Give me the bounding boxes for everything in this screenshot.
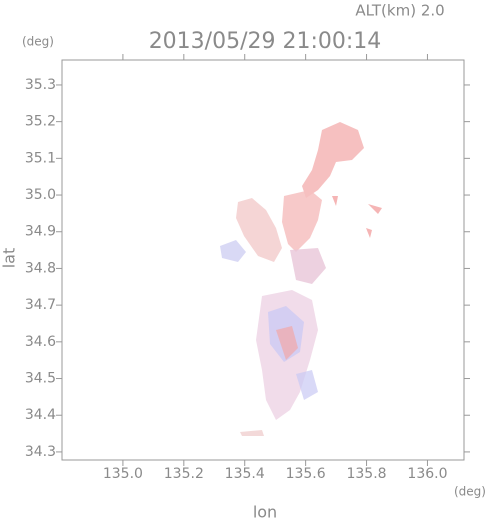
y-tick-label: 35.0	[25, 187, 56, 203]
chart-title: 2013/05/29 21:00:14	[149, 29, 382, 54]
y-tick-label: 34.5	[25, 371, 56, 387]
radar-echo	[220, 122, 382, 436]
x-axis-label: lon	[253, 503, 277, 521]
altitude-label: ALT(km) 2.0	[355, 2, 444, 20]
y-tick-label: 34.7	[25, 297, 56, 313]
x-tick-label: 135.0	[103, 466, 143, 482]
y-tick-label: 34.3	[25, 444, 56, 460]
y-tick-label: 35.1	[25, 150, 56, 166]
y-unit: (deg)	[22, 35, 54, 49]
y-axis-label: lat	[0, 248, 19, 269]
y-tick-label: 34.6	[25, 334, 56, 350]
x-unit: (deg)	[454, 485, 486, 499]
y-tick-label: 35.3	[25, 77, 56, 93]
y-tick-label: 35.2	[25, 114, 56, 130]
y-tick-label: 34.8	[25, 260, 56, 276]
x-tick-label: 135.8	[346, 466, 386, 482]
plot-frame	[61, 59, 465, 461]
x-tick-label: 136.0	[407, 466, 447, 482]
x-tick-label: 135.4	[225, 466, 265, 482]
x-tick-label: 135.6	[286, 466, 326, 482]
y-tick-label: 34.4	[25, 407, 56, 423]
y-tick-label: 34.9	[25, 224, 56, 240]
x-tick-label: 135.2	[164, 466, 204, 482]
